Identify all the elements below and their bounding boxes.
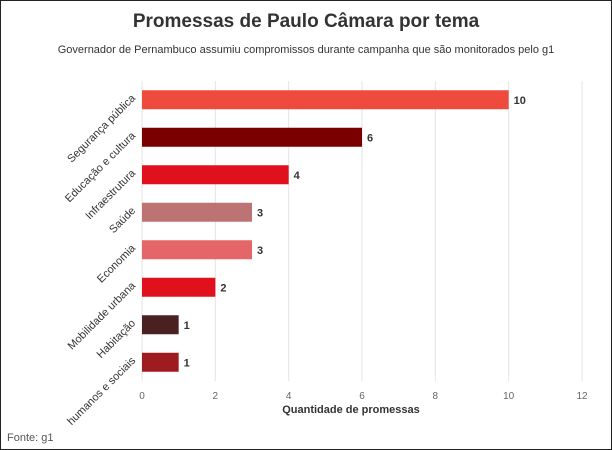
bars: 10 6 4 3 3 2 1 1 [142,90,526,372]
bar-value-label: 2 [220,282,226,294]
category-label: Educação e cultura [63,129,139,205]
category-label: humanos e sociais [65,355,138,428]
x-tick-label: 12 [576,391,588,402]
bar-value-label: 3 [257,207,263,219]
chart-title: Promessas de Paulo Câmara por tema [132,11,480,32]
category-label: Economia [95,242,139,286]
bar[interactable] [142,90,509,110]
x-tick-label: 8 [433,391,439,402]
category-label: Mobilidade urbana [66,279,139,352]
bar-value-label: 1 [184,320,190,332]
bar[interactable] [142,352,179,372]
x-axis-title: Quantidade de promessas [282,404,420,416]
bar-value-label: 1 [184,357,190,369]
x-tick-label: 6 [359,391,365,402]
category-label: Saúde [107,205,138,236]
bar[interactable] [142,202,252,222]
x-tick-label: 10 [503,391,515,402]
bar[interactable] [142,165,289,185]
bar[interactable] [142,240,252,260]
bar[interactable] [142,127,362,147]
bar-value-label: 4 [294,170,301,182]
source-note: Fonte: g1 [7,432,54,444]
bar[interactable] [142,315,179,335]
bar-value-label: 10 [514,95,526,107]
category-label: Segurança pública [65,92,139,166]
x-tick-labels: 0 2 4 6 8 10 12 [139,391,588,402]
bar-value-label: 3 [257,245,263,257]
chart-subtitle: Governador de Pernambuco assumiu comprom… [57,44,555,56]
gridlines [141,81,583,381]
x-tick-label: 0 [139,391,145,402]
x-tick-label: 4 [286,391,292,402]
bar-value-label: 6 [367,132,373,144]
x-tick-label: 2 [213,391,219,402]
bar[interactable] [142,277,216,297]
